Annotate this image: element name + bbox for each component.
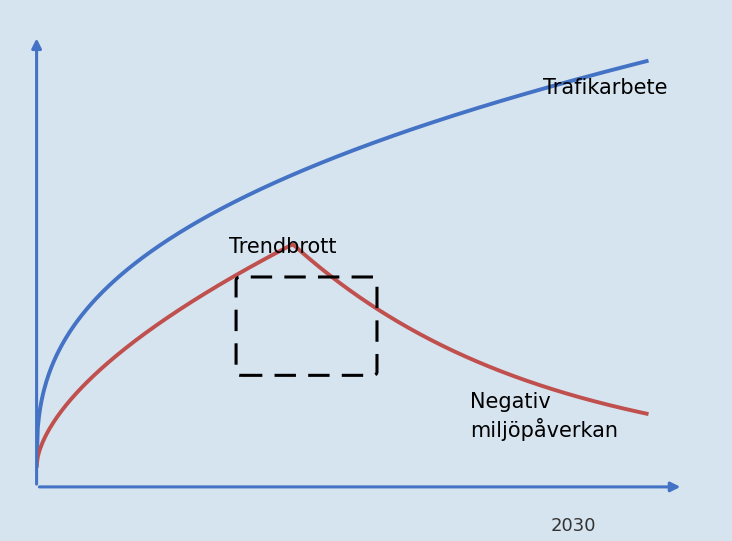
Text: Trendbrott: Trendbrott	[228, 237, 336, 257]
Text: 2030: 2030	[550, 517, 596, 535]
Text: Trafikarbete: Trafikarbete	[543, 78, 668, 98]
Text: Negativ
miljöpåverkan: Negativ miljöpåverkan	[470, 392, 618, 441]
